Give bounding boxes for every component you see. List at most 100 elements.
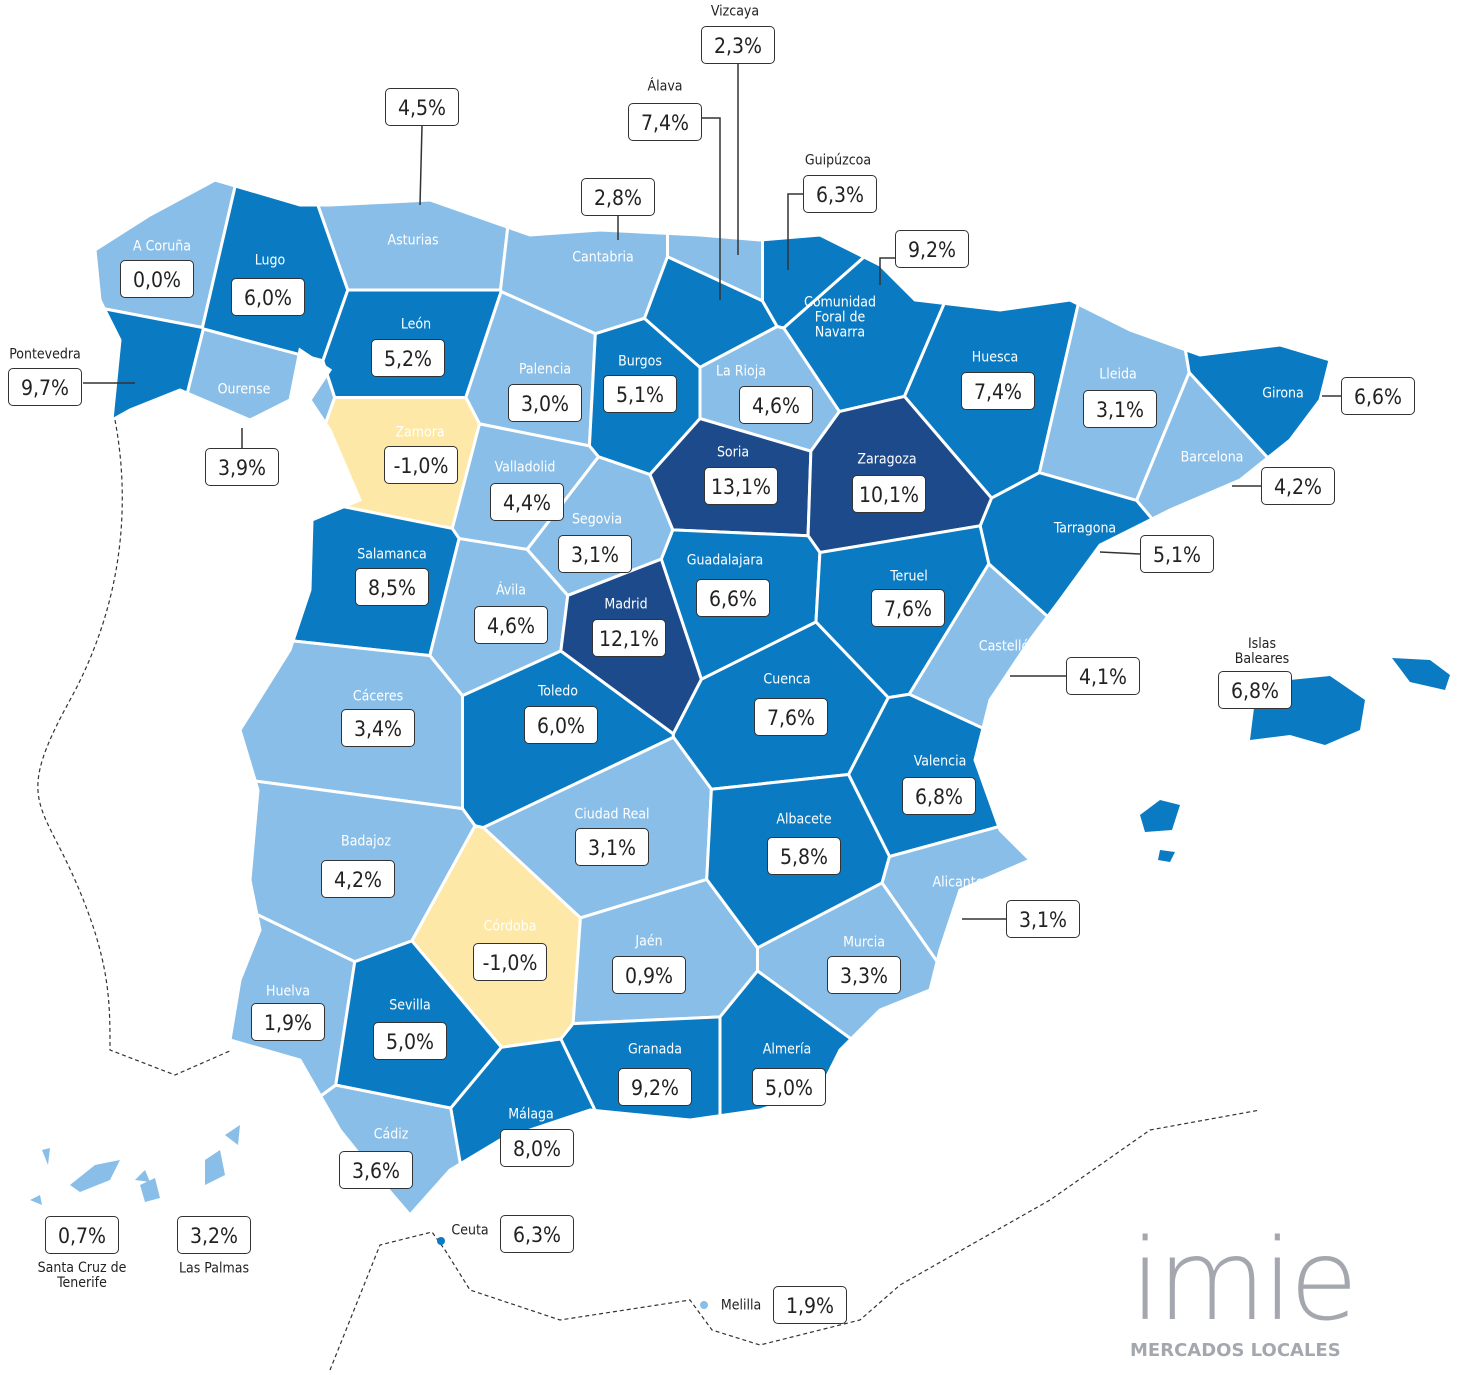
province bbox=[1140, 658, 1450, 862]
province-name: Granada bbox=[627, 1041, 683, 1058]
province-name: Cádiz bbox=[373, 1126, 409, 1143]
value-label: 3,0% bbox=[508, 384, 582, 422]
province-name: Islas Baleares bbox=[1234, 636, 1290, 667]
province-name: Madrid bbox=[604, 596, 648, 613]
province-name: Girona bbox=[1262, 385, 1304, 402]
value-label: 5,1% bbox=[1140, 535, 1214, 573]
province bbox=[437, 1237, 445, 1245]
value-label: 3,1% bbox=[575, 828, 649, 866]
island bbox=[205, 1150, 225, 1185]
province-name: Málaga bbox=[508, 1106, 554, 1123]
island bbox=[1392, 658, 1450, 690]
value-label: 6,6% bbox=[696, 579, 770, 617]
value-label: 3,3% bbox=[827, 956, 901, 994]
province-name: Guipúzcoa bbox=[804, 152, 872, 169]
island bbox=[225, 1125, 240, 1145]
province-name: Huelva bbox=[266, 983, 310, 1000]
province-name: Pontevedra bbox=[9, 346, 81, 363]
value-label: 6,3% bbox=[500, 1215, 574, 1253]
value-label: 6,0% bbox=[231, 278, 305, 316]
value-label: 7,4% bbox=[961, 372, 1035, 410]
city-dot bbox=[700, 1301, 708, 1309]
value-label: 5,2% bbox=[371, 339, 445, 377]
value-label: 6,3% bbox=[803, 175, 877, 213]
value-label: 0,0% bbox=[120, 260, 194, 298]
province-name: Albacete bbox=[776, 811, 832, 828]
province-name: Ciudad Real bbox=[574, 806, 650, 823]
province-name: A Coruña bbox=[133, 238, 191, 255]
province-name: Lleida bbox=[1099, 366, 1137, 383]
island bbox=[42, 1148, 50, 1165]
province bbox=[700, 1301, 708, 1309]
island bbox=[30, 1195, 42, 1205]
value-label: 10,1% bbox=[852, 475, 926, 513]
value-label: 4,5% bbox=[385, 88, 459, 126]
logo-tagline: MERCADOS LOCALES bbox=[1130, 1340, 1341, 1361]
value-label: 3,1% bbox=[1083, 390, 1157, 428]
province bbox=[30, 1148, 150, 1205]
city-dot bbox=[437, 1237, 445, 1245]
value-label: 4,4% bbox=[490, 483, 564, 521]
value-label: 6,8% bbox=[1218, 671, 1292, 709]
value-label: 9,2% bbox=[618, 1068, 692, 1106]
value-label: 3,4% bbox=[341, 709, 415, 747]
province-name: Melilla bbox=[720, 1297, 762, 1314]
value-label: 4,1% bbox=[1066, 657, 1140, 695]
province-name: Lugo bbox=[254, 252, 286, 269]
province-name: Ceuta bbox=[451, 1222, 489, 1239]
value-label: 4,6% bbox=[474, 606, 548, 644]
province-name: Cantabria bbox=[572, 249, 634, 266]
value-label: 0,9% bbox=[612, 956, 686, 994]
province-name: Cáceres bbox=[352, 688, 404, 705]
value-label: 4,2% bbox=[321, 860, 395, 898]
leader-line bbox=[419, 125, 423, 206]
value-label: 4,2% bbox=[1261, 467, 1335, 505]
province-name: Huesca bbox=[971, 349, 1019, 366]
province-name: Alicante bbox=[932, 874, 984, 891]
value-label: -1,0% bbox=[473, 943, 547, 981]
province-name: Soria bbox=[716, 444, 750, 461]
province-name: Barcelona bbox=[1180, 449, 1244, 466]
province-name: Toledo bbox=[538, 683, 578, 700]
value-label: 5,8% bbox=[767, 837, 841, 875]
province-name: León bbox=[400, 316, 432, 333]
value-label: 9,2% bbox=[895, 230, 969, 268]
leader-line bbox=[1099, 551, 1141, 555]
province-name: Comunidad Foral de Navarra bbox=[804, 294, 876, 341]
province-name: La Rioja bbox=[716, 363, 766, 380]
province-name: Badajoz bbox=[341, 833, 391, 850]
province-name: Asturias bbox=[387, 232, 439, 249]
province-name: Jaén bbox=[635, 933, 663, 950]
value-label: 7,4% bbox=[628, 103, 702, 141]
value-label: 1,9% bbox=[773, 1286, 847, 1324]
portugal-border bbox=[37, 419, 233, 1076]
value-label: 8,0% bbox=[500, 1129, 574, 1167]
province-name: Salamanca bbox=[357, 546, 427, 563]
province-name: Tarragona bbox=[1053, 520, 1117, 537]
value-label: 0,7% bbox=[45, 1216, 119, 1254]
value-label: 12,1% bbox=[592, 619, 666, 657]
island bbox=[1158, 850, 1175, 862]
value-label: 3,9% bbox=[205, 448, 279, 486]
leader-line bbox=[787, 193, 803, 270]
province-name: Palencia bbox=[518, 361, 572, 378]
province-name: Cuenca bbox=[763, 671, 811, 688]
leader-line bbox=[879, 257, 895, 285]
island bbox=[70, 1160, 120, 1192]
value-label: 9,7% bbox=[8, 368, 82, 406]
province-name: Segovia bbox=[571, 511, 623, 528]
borders bbox=[37, 419, 1261, 1371]
leader-line bbox=[702, 117, 721, 300]
province-name: Las Palmas bbox=[178, 1260, 250, 1277]
value-label: 7,6% bbox=[754, 698, 828, 736]
province-name: Valencia bbox=[913, 753, 967, 770]
value-label: 5,1% bbox=[603, 375, 677, 413]
province bbox=[498, 180, 669, 336]
province-name: Álava bbox=[647, 78, 683, 95]
value-label: 2,3% bbox=[701, 26, 775, 64]
value-label: 3,2% bbox=[177, 1216, 251, 1254]
province-name: Ourense bbox=[217, 381, 271, 398]
value-label: 6,0% bbox=[524, 706, 598, 744]
province-name: Santa Cruz de Tenerife bbox=[37, 1260, 127, 1291]
